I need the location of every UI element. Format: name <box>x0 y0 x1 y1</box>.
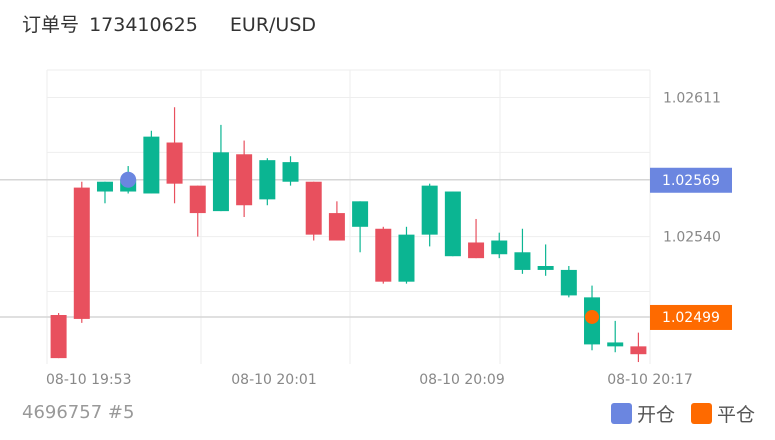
open-marker <box>120 171 137 188</box>
candle-body-down <box>630 346 647 355</box>
candle-body-up <box>282 162 299 182</box>
candle-body-down <box>468 242 485 259</box>
candle-body-up <box>259 160 276 200</box>
legend-close-label: 平仓 <box>716 404 755 426</box>
legend-open: 开仓 <box>610 400 675 427</box>
candle-body-up <box>143 136 160 194</box>
open-price-value: 1.02569 <box>662 173 720 189</box>
open-price-badge <box>650 167 732 193</box>
legend-open-swatch <box>610 403 632 424</box>
candle-body-up <box>398 234 415 282</box>
candle-body-down <box>375 228 392 282</box>
candle-body-down <box>328 213 345 241</box>
candle-body-up <box>96 181 113 192</box>
candle-body-down <box>305 181 322 235</box>
order-number: 173410625 <box>89 14 198 36</box>
close-marker <box>585 309 600 324</box>
close-price-value: 1.02499 <box>662 310 720 326</box>
x-tick-label: 08-10 20:09 <box>419 372 504 388</box>
candle-body-up <box>607 342 624 347</box>
candle-body-up <box>537 266 554 270</box>
candle-body-up <box>352 201 369 227</box>
close-price-badge <box>650 304 732 330</box>
chart-legend: 开仓 平仓 <box>610 400 755 427</box>
legend-close-swatch <box>690 403 712 424</box>
y-tick-label: 1.02611 <box>663 90 721 106</box>
order-number-label: 订单号 <box>22 14 80 36</box>
candle-body-down <box>166 142 183 184</box>
legend-close: 平仓 <box>690 400 755 427</box>
y-tick-label: 1.02540 <box>663 230 721 246</box>
candle-body-down <box>236 154 253 206</box>
account-label: 4696757 #5 <box>22 402 135 423</box>
x-tick-label: 08-10 19:53 <box>46 372 131 388</box>
x-tick-label: 08-10 20:17 <box>607 372 692 388</box>
candlestick-chart: 1.02611 1.02540 08-10 19:53 08-10 20:01 08-1… <box>0 69 732 388</box>
symbol-label: EUR/USD <box>229 14 317 36</box>
candle-body-down <box>189 185 206 214</box>
candle-body-up <box>560 269 577 296</box>
candle-body-down <box>73 187 90 319</box>
candle-body-up <box>491 240 508 255</box>
candle-body-down <box>50 315 67 359</box>
legend-open-label: 开仓 <box>636 404 675 426</box>
x-tick-label: 08-10 20:01 <box>231 372 316 388</box>
candle-body-up <box>212 152 229 212</box>
candle-body-up <box>444 191 461 257</box>
chart-header: 订单号 173410625 EUR/USD <box>22 10 316 37</box>
candle-body-up <box>514 252 531 270</box>
candle-body-up <box>421 185 438 235</box>
